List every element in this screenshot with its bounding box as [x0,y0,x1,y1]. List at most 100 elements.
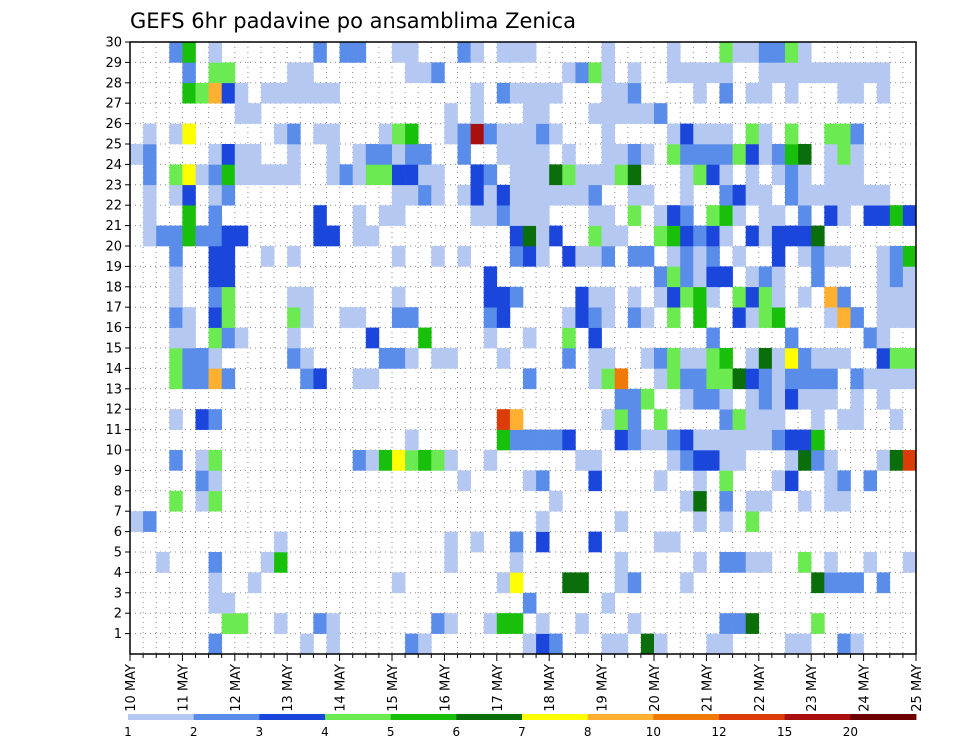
precip-cell [758,225,773,247]
precip-cell [418,62,432,84]
y-tick-label: 23 [105,178,122,193]
precip-cell [850,307,864,328]
legend-label: 2 [190,725,198,739]
precip-cell [601,62,615,84]
precip-cell [850,184,864,206]
precip-cell [509,164,524,186]
precip-cell [798,42,812,63]
precip-cell [523,123,537,145]
precip-cell [182,164,196,186]
precip-cell [221,368,236,390]
precip-cell [234,82,249,104]
precip-cell [208,184,222,206]
precip-cell [392,184,406,206]
precip-cell [208,266,222,288]
precip-cell [509,205,524,226]
precip-cell [693,82,707,104]
precip-cell [640,103,655,124]
precip-cell [811,266,825,288]
precip-cell [902,246,917,267]
precip-cell [758,307,773,328]
precip-cell [169,266,183,288]
precip-cell [405,429,419,451]
precip-cell [274,123,288,145]
precip-cell [850,123,864,145]
precip-cell [601,123,615,145]
precip-cell [745,613,760,634]
precip-cell [719,225,733,247]
precip-cell [758,286,773,308]
legend-swatch [653,714,720,720]
precip-cell [627,205,642,226]
y-tick-label: 11 [105,423,122,438]
precip-cell [798,368,812,390]
precip-cell [287,123,301,145]
precip-cell [588,164,602,186]
precip-cell [719,470,733,492]
precip-cell [418,327,432,349]
precip-cell [654,286,668,308]
precip-cell [247,103,262,124]
precip-cell [523,246,537,267]
precip-cell [470,82,484,104]
precip-cell [234,327,249,349]
precip-cell [221,592,236,614]
precip-cell [719,552,733,573]
precip-cell [863,368,877,390]
precip-cell [798,62,812,84]
precip-cell [221,246,236,267]
precip-cell [523,368,537,390]
precip-cell [601,286,615,308]
precip-cell [706,164,720,186]
precip-cell [523,205,537,226]
precip-cell [654,429,668,451]
precip-cell [365,450,380,471]
precip-cell [732,409,746,430]
precip-cell [785,42,799,63]
precip-cell [509,572,524,594]
precip-cell [667,307,681,328]
precip-cell [798,348,812,369]
precip-cell [182,62,196,84]
precip-cell [850,633,864,655]
precip-cell [261,82,275,104]
legend-label: 15 [777,725,792,739]
precip-cell [640,144,655,165]
precip-cell [719,511,733,532]
precip-cell [588,307,602,328]
precip-cell [837,490,851,512]
precip-cell [470,531,484,553]
precip-cell [496,82,511,104]
y-tick-label: 4 [114,566,122,581]
precip-cell [169,327,183,349]
precip-cell [365,144,380,165]
y-tick-label: 6 [114,525,122,540]
precip-cell [509,123,524,145]
precip-cell [378,348,393,369]
precip-cell [182,42,196,63]
precip-cell [549,429,563,451]
x-tick-label: 16 MAY [438,664,453,712]
precip-cell [300,633,314,655]
precip-cell [287,144,301,165]
precip-cell [667,429,681,451]
precip-cell [313,368,327,390]
y-tick-label: 3 [114,586,122,601]
precip-cell [771,307,786,328]
precip-cell [824,246,838,267]
precip-cell [680,572,694,594]
precip-cell [536,470,550,492]
precip-cell [850,82,864,104]
precip-cell [863,470,877,492]
precip-cell [614,409,629,430]
precip-cell [523,327,537,349]
precip-cell [483,613,498,634]
precip-cell [169,225,183,247]
precip-cell [143,205,157,226]
precip-cell [575,450,589,471]
precip-cell [575,307,589,328]
precip-cell [405,307,419,328]
precip-cell [208,286,222,308]
precip-cell [719,164,733,186]
precip-cell [745,225,760,247]
